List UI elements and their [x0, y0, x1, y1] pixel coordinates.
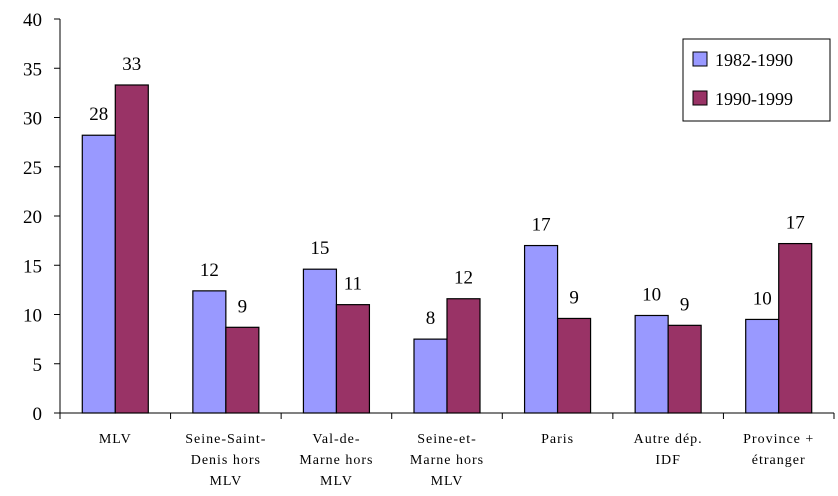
x-category-label: Seine-et- Marne hors MLV	[410, 432, 484, 489]
bar-1982-1990	[413, 338, 448, 414]
data-label-1990-1999: 11	[344, 274, 362, 295]
x-category-label-line: Marne hors	[410, 453, 484, 468]
x-category-label-line: Seine-Saint-	[185, 432, 266, 447]
bar-1982-1990	[81, 134, 116, 414]
data-label-1990-1999: 9	[569, 287, 579, 308]
x-category-label: Province + étranger	[743, 432, 814, 468]
x-category-label-line: Paris	[541, 432, 574, 447]
data-label-1990-1999: 12	[454, 268, 473, 289]
data-label-1982-1990: 8	[426, 308, 436, 329]
y-tick-label: 40	[23, 10, 42, 31]
y-tick-label: 20	[23, 207, 42, 228]
y-tick-label: 35	[23, 59, 42, 80]
legend: 1982-1990 1990-1999	[682, 38, 831, 122]
data-label-1982-1990: 10	[753, 288, 772, 309]
legend-swatch	[692, 90, 708, 106]
bar-1990-1999	[225, 326, 260, 414]
x-category-label-line: MLV	[320, 474, 353, 489]
x-category-label-line: MLV	[431, 474, 464, 489]
bar-1982-1990	[634, 314, 669, 414]
data-label-1990-1999: 33	[122, 54, 141, 75]
y-tick-label: 15	[23, 256, 42, 277]
bar-1990-1999	[335, 304, 371, 414]
x-category-label: Val-de- Marne hors MLV	[299, 432, 373, 489]
x-category-label: Seine-Saint- Denis hors MLV	[185, 432, 266, 489]
legend-swatch	[692, 51, 708, 67]
data-labels: 28 12 15 8 17 10 10 33 9 11 12 9 9 17	[89, 54, 804, 329]
axes	[54, 18, 835, 419]
legend-label: 1990-1999	[715, 89, 793, 109]
data-label-1982-1990: 28	[89, 104, 108, 125]
bar-1990-1999	[667, 324, 702, 414]
y-tick-label: 0	[33, 404, 43, 425]
bar-1982-1990	[302, 268, 338, 414]
data-label-1982-1990: 10	[642, 284, 661, 305]
data-label-1990-1999: 17	[786, 213, 805, 234]
x-category-label: Paris	[541, 432, 574, 447]
bar-1990-1999	[778, 242, 813, 414]
y-tick-label: 25	[23, 158, 42, 179]
x-category-label-line: MLV	[209, 474, 242, 489]
bar-1990-1999	[114, 84, 149, 414]
x-category-label: MLV	[99, 432, 132, 447]
tick-labels: 0 5 10 15 20 25 30 35 40 MLV Seine-Saint- Denis hor…	[23, 10, 814, 489]
x-category-label-line: Province +	[743, 432, 814, 447]
bar-1990-1999	[446, 298, 481, 414]
legend-label: 1982-1990	[715, 50, 793, 70]
data-label-1990-1999: 9	[238, 296, 248, 317]
y-tick-label: 10	[23, 306, 42, 327]
data-label-1982-1990: 15	[310, 238, 329, 259]
data-label-1982-1990: 17	[532, 215, 551, 236]
x-category-label-line: Val-de-	[312, 432, 360, 447]
x-category-label-line: Autre dép.	[634, 432, 703, 447]
bar-1990-1999	[556, 317, 592, 414]
x-category-label-line: Marne hors	[299, 453, 373, 468]
x-category-label-line: étranger	[752, 453, 806, 468]
x-category-label: Autre dép. IDF	[634, 432, 703, 468]
bars	[81, 84, 813, 414]
bar-1982-1990	[745, 318, 780, 414]
x-category-label-line: IDF	[655, 453, 681, 468]
data-label-1982-1990: 12	[200, 260, 219, 281]
bar-1982-1990	[523, 244, 559, 414]
y-tick-label: 5	[33, 355, 43, 376]
y-tick-label: 30	[23, 109, 42, 130]
x-category-label-line: Seine-et-	[417, 432, 477, 447]
data-label-1990-1999: 9	[680, 294, 690, 315]
x-category-label-line: Denis hors	[191, 453, 261, 468]
x-category-label-line: MLV	[99, 432, 132, 447]
bar-1982-1990	[192, 290, 227, 414]
